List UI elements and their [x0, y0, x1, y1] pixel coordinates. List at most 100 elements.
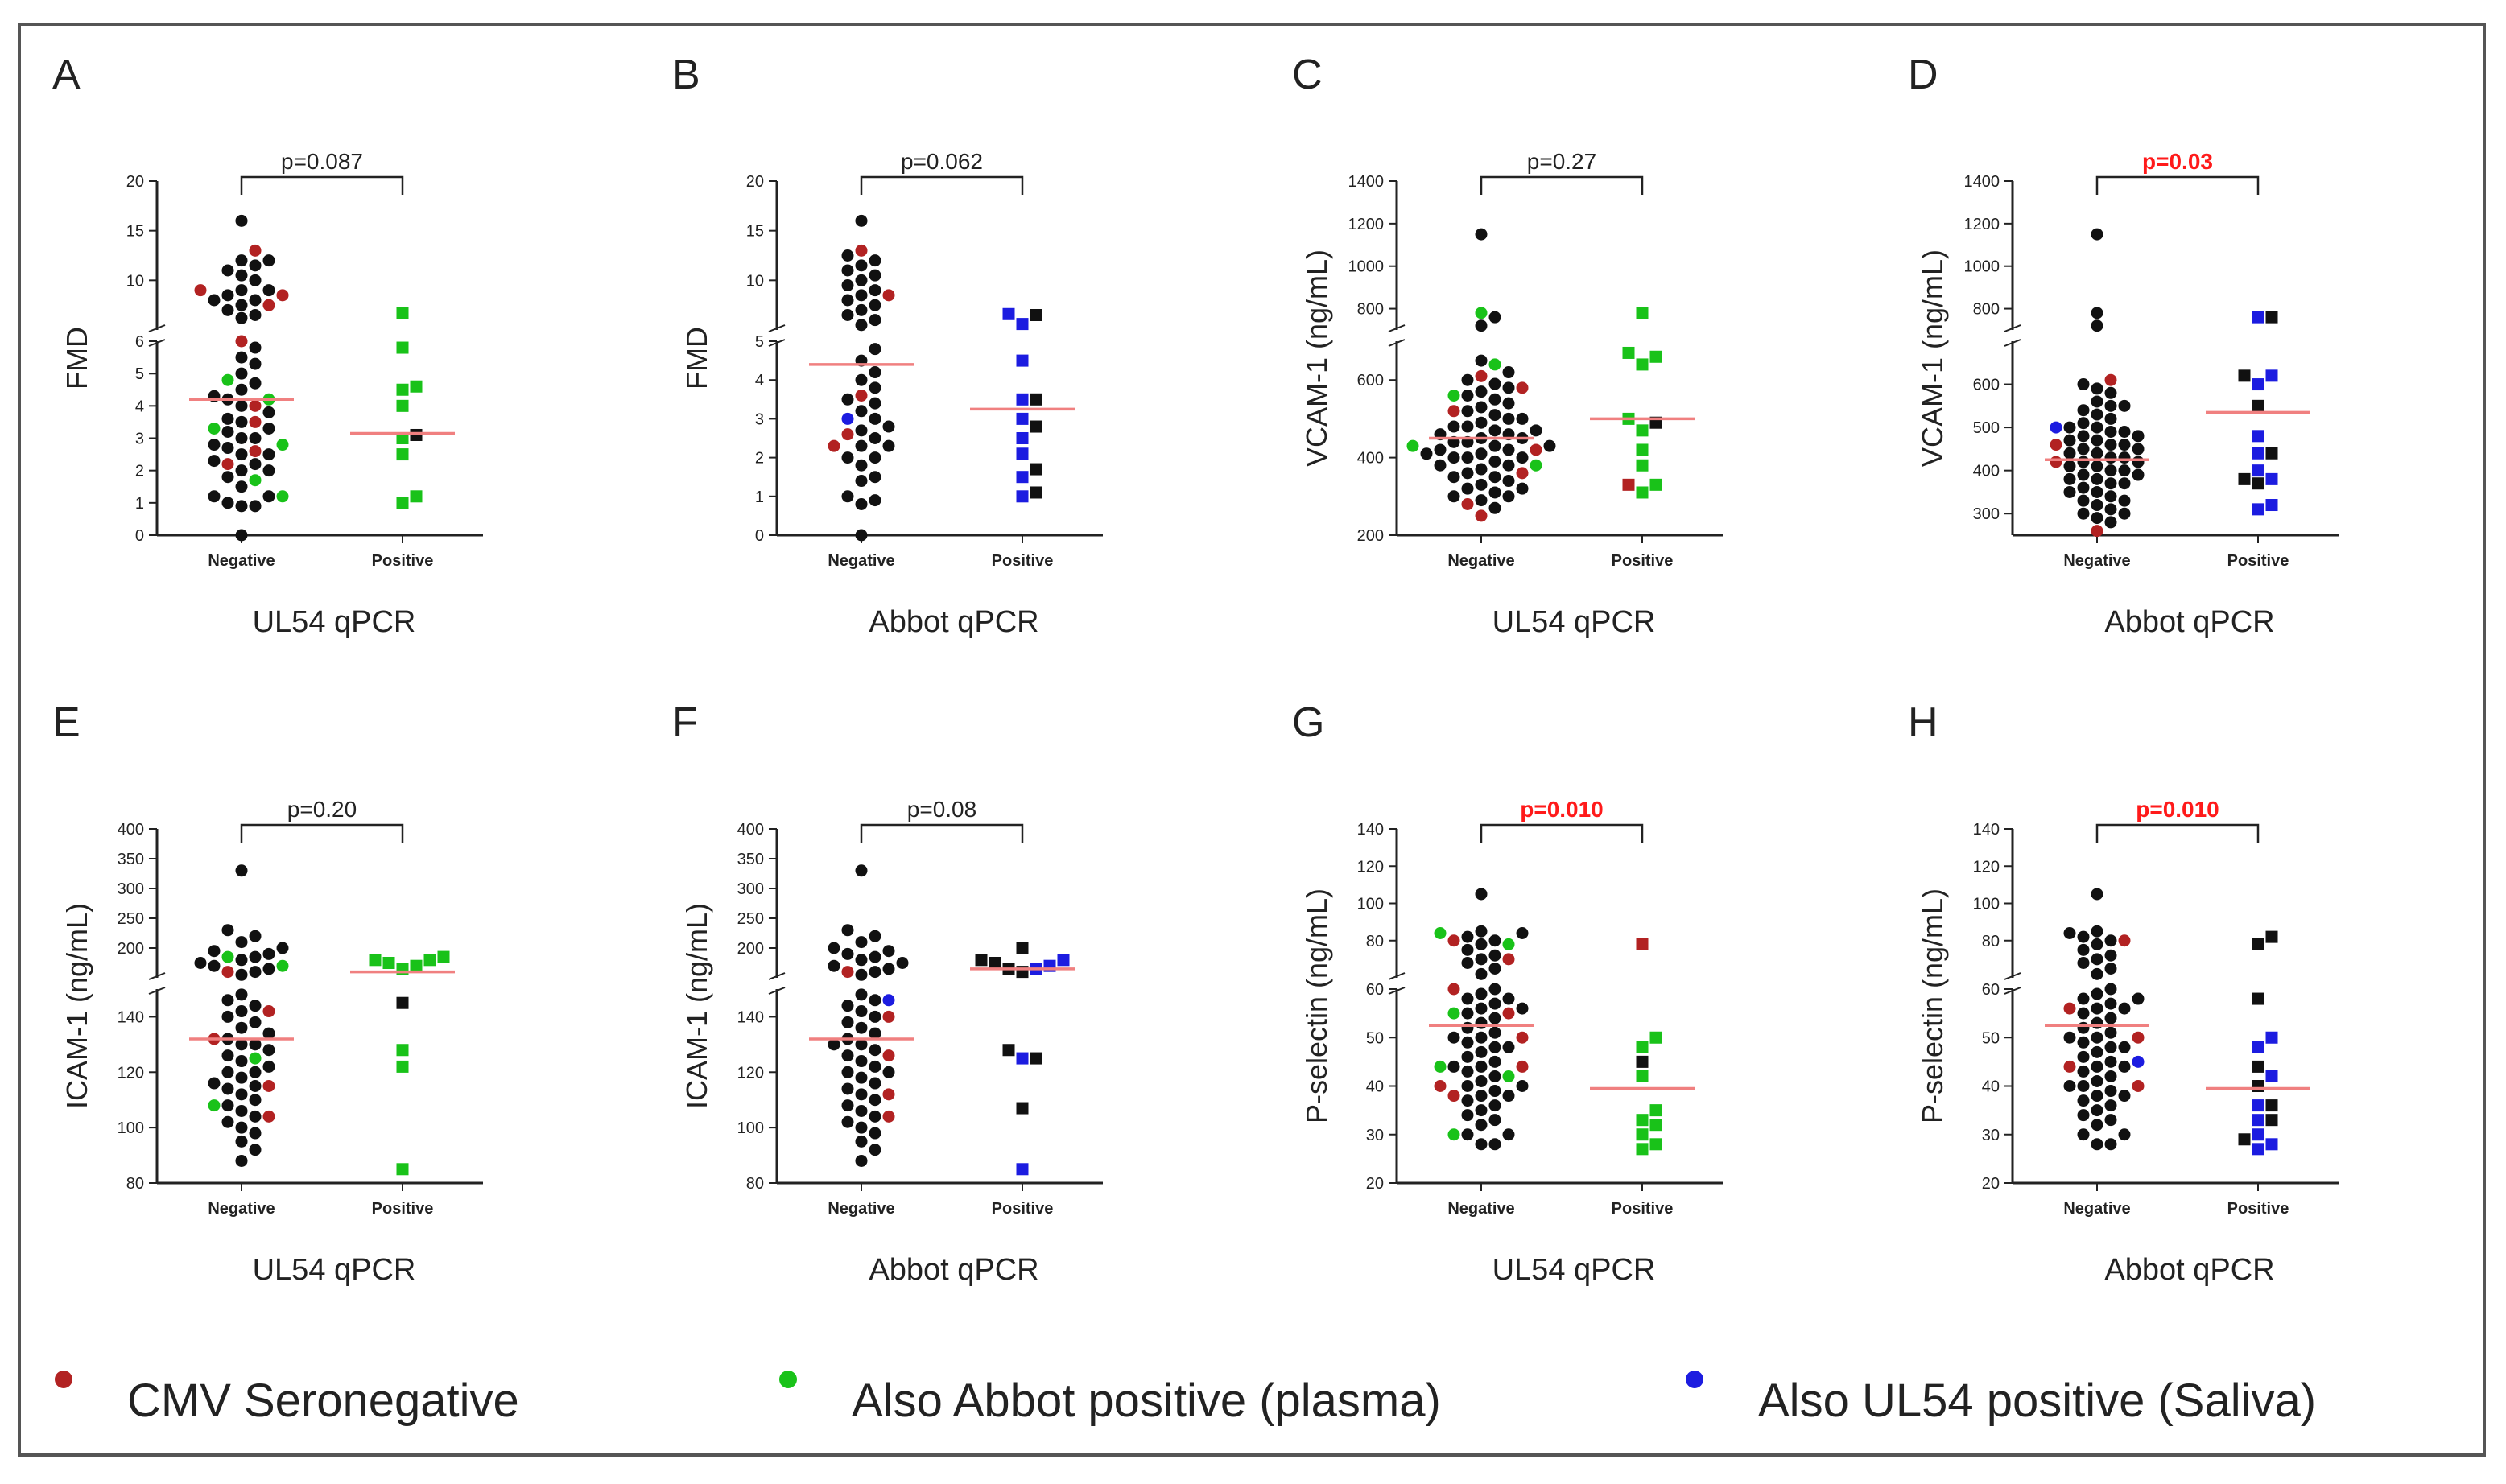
data-point-circle [855, 1135, 868, 1148]
data-point-circle [2118, 1128, 2131, 1141]
data-point-circle [869, 950, 881, 963]
data-point-circle [249, 930, 262, 942]
data-point-circle [2063, 472, 2076, 485]
x-tick-label: Negative [208, 552, 275, 570]
y-tick-label: 4 [755, 372, 764, 390]
data-point-circle [855, 1021, 868, 1034]
data-point-circle [2091, 1074, 2103, 1087]
data-point-square [2265, 499, 2278, 512]
data-point-square [1030, 1052, 1042, 1065]
data-point-circle [2077, 943, 2090, 956]
data-point-circle [1488, 1114, 1501, 1127]
data-point-circle [2050, 421, 2062, 434]
y-tick-label: 100 [1357, 896, 1384, 913]
data-point-circle [869, 451, 881, 464]
data-point-circle [1447, 451, 1460, 464]
data-point-square [2265, 1114, 2278, 1127]
data-point-circle [2091, 307, 2103, 319]
data-point-square [396, 1163, 409, 1176]
y-tick-label: 50 [1982, 1029, 2000, 1047]
data-point-circle [1475, 463, 1488, 476]
data-point-circle [235, 864, 248, 877]
data-point-circle [1543, 439, 1556, 452]
data-point-square [1636, 1041, 1649, 1053]
data-point-circle [841, 412, 854, 425]
data-point-circle [1461, 1050, 1474, 1063]
data-point-circle [249, 294, 262, 307]
data-point-square [1002, 307, 1015, 320]
data-point-square [1636, 1128, 1649, 1141]
data-point-square [2265, 447, 2278, 460]
data-point-circle [1516, 412, 1529, 425]
y-axis-label: VCAM-1 (ng/mL) [1300, 249, 1333, 467]
data-point-circle [2091, 1060, 2103, 1073]
data-point-circle [841, 1115, 854, 1128]
data-point-circle [2091, 1002, 2103, 1015]
data-point-square [1649, 1031, 1662, 1044]
data-point-square [2238, 1133, 2251, 1146]
data-point-circle [869, 1094, 881, 1107]
x-axis-label: UL54 qPCR [253, 605, 416, 639]
data-point-circle [1461, 1094, 1474, 1107]
data-point-circle [869, 930, 881, 942]
data-point-circle [1447, 420, 1460, 433]
y-tick-label: 10 [126, 272, 144, 290]
y-tick-label: 80 [746, 1175, 764, 1193]
y-tick-label: 40 [1366, 1078, 1384, 1096]
data-point-circle [2091, 472, 2103, 485]
data-point-circle [235, 1055, 248, 1068]
data-point-circle [262, 406, 275, 418]
data-point-circle [2077, 481, 2090, 494]
data-point-circle [855, 259, 868, 272]
data-point-circle [249, 950, 262, 963]
data-point-circle [1488, 501, 1501, 514]
y-tick-label: 100 [1973, 896, 2000, 913]
x-axis-label: Abbot qPCR [869, 1253, 1038, 1287]
legend-dot-blue [1686, 1371, 1703, 1388]
data-point-circle [2118, 477, 2131, 490]
data-point-circle [1488, 1070, 1501, 1082]
data-point-square [2252, 1143, 2264, 1156]
data-point-circle [2063, 927, 2076, 939]
data-point-circle [1488, 1085, 1501, 1098]
x-tick-label: Positive [372, 552, 434, 570]
data-point-circle [249, 432, 262, 444]
data-point-square [2252, 447, 2264, 460]
data-point-circle [855, 439, 868, 452]
data-point-circle [2104, 1114, 2117, 1127]
data-point-circle [1488, 409, 1501, 422]
data-point-circle [221, 442, 234, 455]
data-point-circle [235, 284, 248, 297]
data-point-circle [2077, 378, 2090, 391]
data-point-circle [2104, 373, 2117, 386]
panel-letter: G [1292, 699, 1324, 746]
data-point-circle [869, 381, 881, 394]
data-point-circle [208, 1077, 221, 1090]
data-point-circle [2104, 477, 2117, 490]
data-point-circle [2077, 1109, 2090, 1122]
data-point-circle [2077, 930, 2090, 943]
data-point-circle [2118, 1041, 2131, 1053]
data-point-circle [2118, 507, 2131, 520]
data-point-circle [1461, 1109, 1474, 1122]
data-point-circle [2132, 443, 2145, 456]
data-point-circle [2132, 1055, 2145, 1068]
data-point-circle [869, 994, 881, 1007]
data-point-circle [1461, 957, 1474, 969]
data-point-square [437, 950, 450, 963]
y-tick-label: 120 [1973, 858, 2000, 876]
data-point-circle [2050, 439, 2062, 451]
data-point-circle [2104, 464, 2117, 477]
data-point-circle [855, 1055, 868, 1068]
data-point-circle [235, 1071, 248, 1084]
data-point-circle [2104, 1055, 2117, 1068]
data-point-circle [2077, 507, 2090, 520]
data-point-square [396, 1060, 409, 1073]
data-point-circle [855, 936, 868, 949]
axis-break-mark [1388, 987, 1406, 995]
data-point-circle [2091, 1138, 2103, 1151]
significance-bracket [2095, 823, 2260, 843]
data-point-circle [2077, 1080, 2090, 1092]
data-point-circle [2091, 447, 2103, 460]
y-tick-label: 600 [1357, 372, 1384, 390]
